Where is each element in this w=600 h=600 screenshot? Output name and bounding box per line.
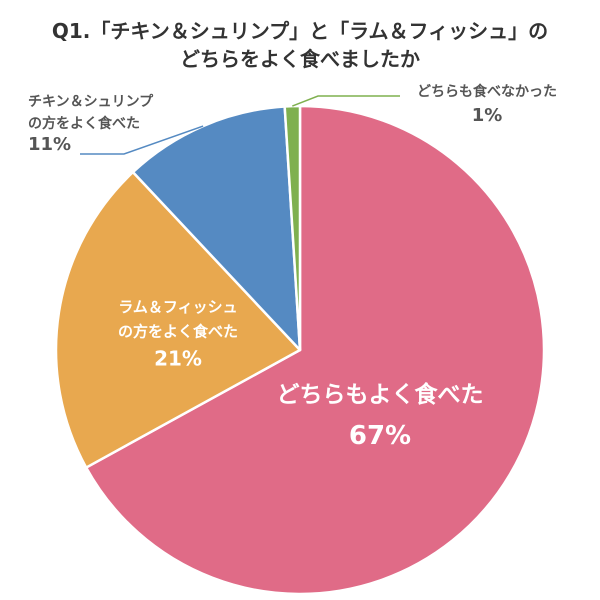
pie-slice-chicken — [131, 105, 302, 352]
slice-label-lamb-line-2: の方をよく食べた — [118, 323, 238, 341]
slice-value-neither: 1% — [472, 105, 503, 126]
slice-label-lamb-line-1: ラム＆フィッシュ — [118, 298, 237, 316]
slice-value-lamb: 21% — [154, 346, 202, 370]
slice-value-both: 67% — [349, 421, 411, 451]
slice-value-chicken: 11% — [28, 134, 71, 155]
pie-slice-both — [84, 104, 546, 596]
leader-line-neither — [292, 95, 400, 107]
pie-slice-lamb — [54, 170, 302, 469]
leader-line-chicken — [80, 125, 204, 155]
slice-label-chicken-line-1: チキン＆シュリンプ — [28, 94, 154, 110]
slice-label-both-line-1: どちらもよく食べた — [277, 381, 484, 408]
slice-label-chicken-line-2: の方をよく食べた — [28, 115, 140, 132]
chart-title-line-2: どちらをよく食べましたか — [180, 47, 420, 71]
chart-title-line-1: Q1.「チキン＆シュリンプ」と「ラム＆フィッシュ」の — [52, 19, 548, 43]
slice-label-neither-line-1: どちらも食べなかった — [417, 83, 557, 100]
